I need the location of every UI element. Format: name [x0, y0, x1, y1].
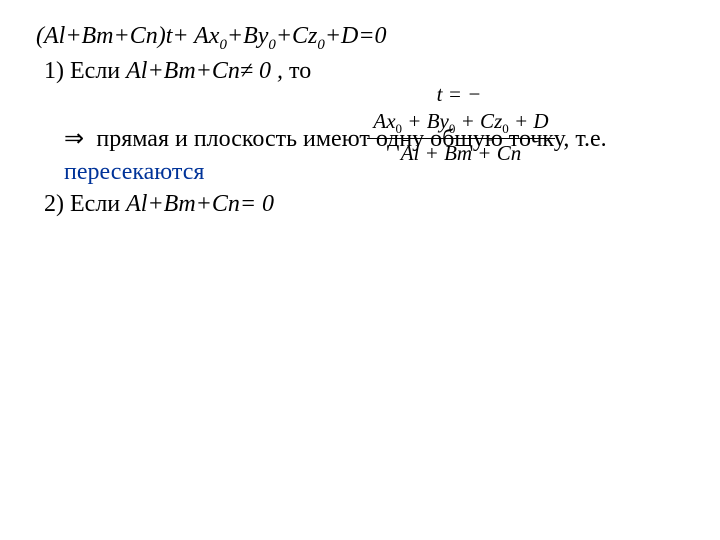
fraction-numerator: Ax0 + By0 + Cz0 + D — [367, 108, 554, 138]
formula-lhs: t = − — [437, 82, 482, 106]
fraction-denominator: Al + Bm + Cn — [367, 139, 554, 167]
num-d: + D — [509, 109, 549, 133]
eq-sub-0b: 0 — [268, 37, 275, 53]
slide-root: (Al+Bm+Cn)t+ Ax0+By0+Cz0+D=0 1) Если Al+… — [0, 0, 720, 540]
eq-sub-0a: 0 — [219, 37, 226, 53]
item1-post: то — [283, 58, 311, 84]
eq-part-1: (Al+Bm+Cn)t+ Ax — [36, 23, 219, 49]
num-b: + By — [402, 109, 449, 133]
fraction: Ax0 + By0 + Cz0 + D Al + Bm + Cn — [367, 108, 554, 167]
item1-pre: Если — [70, 58, 126, 84]
item2-expr: Al+Bm+Cn= 0 — [126, 191, 274, 217]
fraction-formula: t = − Ax0 + By0 + Cz0 + D Al + Bm + Cn — [344, 80, 574, 167]
item2-pre: Если — [70, 191, 126, 217]
num-c: + Cz — [455, 109, 502, 133]
list-marker-1: 1) — [28, 55, 70, 87]
num-a: Ax — [373, 109, 395, 133]
list-item-2: 2) Если Al+Bm+Cn= 0 — [28, 188, 692, 220]
item1-expr: Al+Bm+Cn≠ 0 , — [126, 58, 283, 84]
implies-icon: ⇒ — [64, 123, 90, 155]
list-content-2: Если Al+Bm+Cn= 0 — [70, 188, 692, 220]
equation-line: (Al+Bm+Cn)t+ Ax0+By0+Cz0+D=0 — [28, 20, 692, 55]
eq-sub-0c: 0 — [317, 37, 324, 53]
eq-part-3: +Cz — [276, 23, 318, 49]
eq-part-2: +By — [227, 23, 269, 49]
eq-part-4: +D=0 — [325, 23, 387, 49]
list-marker-2: 2) — [28, 188, 70, 220]
